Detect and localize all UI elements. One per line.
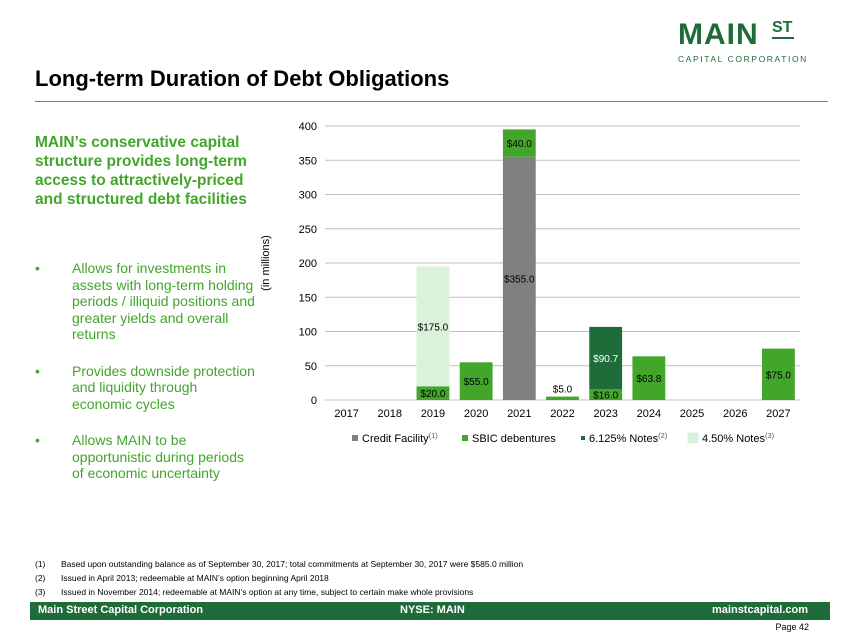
bar-2021-series-1	[502, 129, 536, 157]
y-tick-label: 100	[299, 327, 317, 339]
lead-statement: MAIN’s conservative capital structure pr…	[35, 134, 247, 208]
company-logo: MAIN ST CAPITAL CORPORATION	[678, 18, 828, 65]
data-label: $175.0	[418, 322, 449, 333]
bar-2020-series-1	[459, 362, 493, 400]
bullet-item: • Allows for investments in assets with l…	[35, 260, 255, 343]
x-tick-label: 2026	[723, 408, 747, 420]
legend-swatch	[352, 435, 358, 441]
footnote-number: (3)	[35, 587, 46, 597]
bar-2027-series-1	[762, 348, 795, 400]
bar-2022-series-1	[546, 396, 579, 400]
legend-footnote-ref: (2)	[658, 431, 668, 440]
logo-main-text: MAIN	[678, 18, 759, 51]
data-label: $55.0	[464, 377, 489, 388]
bullet-item: • Provides downside protection and liquid…	[35, 363, 255, 413]
footnote-1: (1) Based upon outstanding balance as of …	[35, 557, 523, 571]
footer-bar: Main Street Capital Corporation NYSE: MA…	[30, 602, 830, 620]
bullet-text: Allows MAIN to be opportunistic during p…	[72, 432, 244, 481]
footer-website: mainstcapital.com	[712, 604, 808, 616]
x-tick-label: 2024	[637, 408, 661, 420]
y-tick-label: 300	[299, 190, 317, 202]
footer-ticker: NYSE: MAIN	[400, 604, 465, 616]
x-tick-label: 2022	[550, 408, 574, 420]
bullet-icon: •	[35, 260, 40, 276]
slide-title: Long-term Duration of Debt Obligations	[35, 66, 450, 91]
logo-st-text: ST	[772, 19, 793, 36]
logo-subtitle: CAPITAL CORPORATION	[678, 54, 808, 64]
y-tick-label: 400	[299, 121, 317, 133]
bullet-list: • Allows for investments in assets with l…	[35, 260, 255, 502]
x-tick-label: 2023	[593, 408, 617, 420]
bullet-icon: •	[35, 432, 40, 448]
y-tick-label: 150	[299, 292, 317, 304]
data-label: $90.7	[593, 354, 618, 365]
footer-company: Main Street Capital Corporation	[38, 604, 204, 616]
footnotes: (1) Based upon outstanding balance as of …	[35, 557, 523, 599]
y-tick-label: 250	[299, 224, 317, 236]
footnote-number: (2)	[35, 573, 46, 583]
legend-series-name: Credit Facility	[362, 433, 429, 445]
legend-footnote-ref: (1)	[429, 431, 439, 440]
footnote-text: Based upon outstanding balance as of Sep…	[61, 559, 524, 569]
logo-st-underline	[772, 37, 794, 39]
data-label: $16.0	[593, 391, 618, 402]
footnote-2: (2) Issued in April 2013; redeemable at M…	[35, 571, 523, 585]
y-tick-label: 350	[299, 155, 317, 167]
bullet-text: Provides downside protection and liquidi…	[72, 362, 255, 412]
legend-series-name: 6.125% Notes	[589, 433, 659, 445]
x-tick-label: 2027	[766, 408, 790, 420]
data-label: $75.0	[766, 370, 791, 381]
y-tick-label: 50	[305, 361, 317, 373]
legend-label: 4.50% Notes(3)	[702, 431, 775, 445]
y-tick-label: 0	[311, 395, 317, 407]
bar-2023-series-2	[589, 326, 623, 390]
footnote-number: (1)	[35, 559, 46, 569]
x-tick-label: 2025	[680, 408, 704, 420]
y-axis-label: (in millions)	[260, 235, 272, 291]
data-label: $63.8	[636, 374, 661, 385]
x-tick-label: 2019	[421, 408, 445, 420]
legend-swatch	[581, 436, 585, 440]
x-tick-label: 2017	[334, 408, 358, 420]
legend-label: Credit Facility(1)	[362, 431, 438, 445]
bar-2019-series-3	[416, 266, 450, 387]
data-label: $40.0	[507, 139, 532, 150]
bullet-item: • Allows MAIN to be opportunistic during …	[35, 432, 255, 482]
footnote-text: Issued in November 2014; redeemable at M…	[61, 587, 474, 597]
data-label: $355.0	[504, 274, 535, 285]
bar-2021-series-0	[502, 156, 536, 400]
x-tick-label: 2021	[507, 408, 531, 420]
legend-series-name: SBIC debentures	[472, 433, 556, 445]
bullet-text: Allows for investments in assets with lo…	[72, 260, 255, 342]
footnote-text: Issued in April 2013; redeemable at MAIN…	[61, 573, 329, 583]
debt-maturity-chart: 0 50 100 150 200 250 300 350 400 (in millions) 201…	[260, 121, 800, 445]
legend-swatch	[462, 435, 468, 441]
footnote-3: (3) Issued in November 2014; redeemable a…	[35, 585, 523, 599]
data-label: $5.0	[553, 385, 573, 396]
bullet-icon: •	[35, 362, 40, 379]
legend-footnote-ref: (3)	[765, 431, 775, 440]
bar-2023-series-1	[589, 389, 623, 400]
legend-label: SBIC debentures	[472, 433, 556, 445]
bar-2019-series-1	[416, 386, 450, 400]
legend-series-name: 4.50% Notes	[702, 433, 765, 445]
legend-swatch	[687, 432, 699, 444]
x-tick-label: 2018	[378, 408, 402, 420]
title-divider	[35, 101, 828, 102]
data-label: $20.0	[420, 389, 445, 400]
y-tick-label: 200	[299, 258, 317, 270]
x-tick-label: 2020	[464, 408, 488, 420]
bar-2024-series-1	[632, 356, 666, 400]
page-number: Page 42	[775, 622, 809, 632]
legend-label: 6.125% Notes(2)	[589, 431, 668, 445]
